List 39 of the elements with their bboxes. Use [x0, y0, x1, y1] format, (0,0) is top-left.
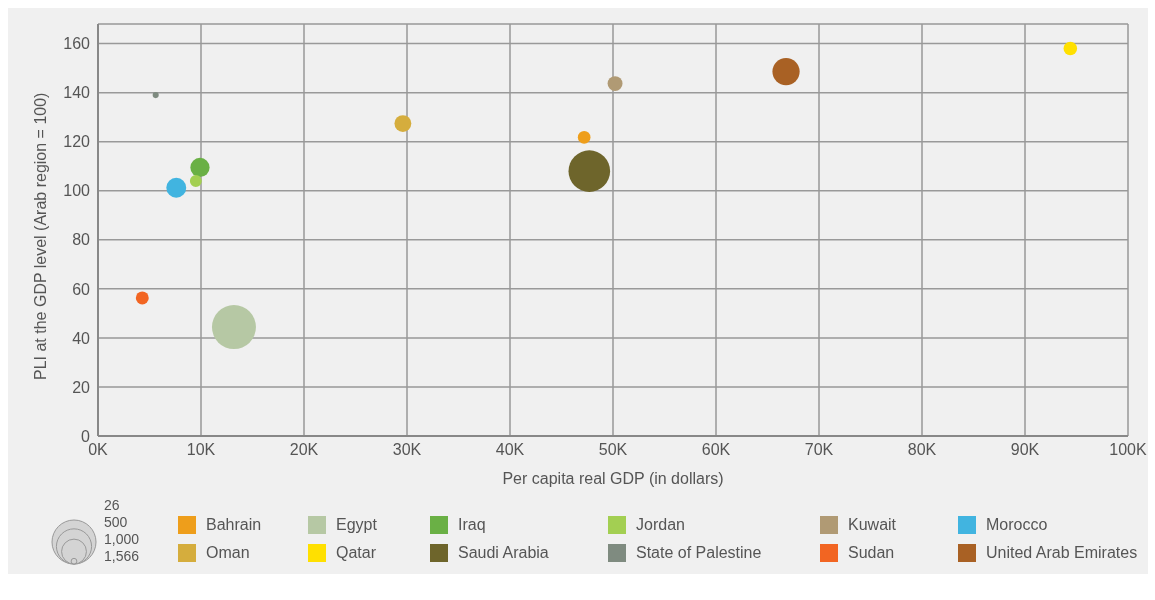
- y-tick-label: 40: [72, 329, 91, 347]
- legend-label: Iraq: [458, 516, 486, 534]
- legend-label: Sudan: [848, 544, 895, 562]
- y-tick-label: 20: [72, 378, 91, 396]
- legend-label: Qatar: [336, 544, 377, 562]
- y-tick-label: 160: [63, 35, 91, 53]
- legend-label: Morocco: [986, 516, 1048, 534]
- legend-label: State of Palestine: [636, 544, 762, 562]
- legend-label: Jordan: [636, 516, 685, 534]
- legend-label: 26: [104, 497, 120, 513]
- legend-label: Kuwait: [848, 516, 897, 534]
- y-tick-label: 120: [63, 133, 91, 151]
- y-tick-label: 80: [72, 231, 91, 249]
- legend-label: Oman: [206, 544, 250, 562]
- x-tick-label: 50K: [598, 441, 628, 459]
- y-tick-label: 140: [63, 84, 91, 102]
- legend-label: Egypt: [336, 516, 377, 534]
- x-tick-label: 80K: [907, 441, 937, 459]
- y-tick-label: 0: [81, 427, 91, 445]
- x-axis-title: Per capita real GDP (in dollars): [502, 470, 724, 487]
- legend-label: Bahrain: [206, 516, 262, 534]
- x-tick-label: 60K: [701, 441, 731, 459]
- x-tick-label: 30K: [392, 441, 422, 459]
- legend-label: 500: [104, 514, 128, 530]
- x-tick-label: 100K: [1109, 441, 1148, 459]
- x-tick-label: 0K: [88, 441, 109, 459]
- y-tick-label: 60: [72, 280, 91, 298]
- size-legend: 26 500 1,000 1,566: [48, 496, 178, 568]
- y-axis-title: PLI at the GDP level (Arab region = 100): [31, 92, 49, 380]
- x-tick-label: 10K: [186, 441, 216, 459]
- legend-label: 1,000: [104, 531, 140, 547]
- legend-label: 1,566: [104, 548, 140, 564]
- x-tick-label: 40K: [495, 441, 525, 459]
- legend-label: Saudi Arabia: [458, 544, 549, 562]
- x-tick-label: 70K: [804, 441, 834, 459]
- x-tick-label: 20K: [289, 441, 319, 459]
- x-tick-label: 90K: [1010, 441, 1040, 459]
- legend-label: United Arab Emirates: [986, 544, 1138, 562]
- y-tick-label: 100: [63, 182, 91, 200]
